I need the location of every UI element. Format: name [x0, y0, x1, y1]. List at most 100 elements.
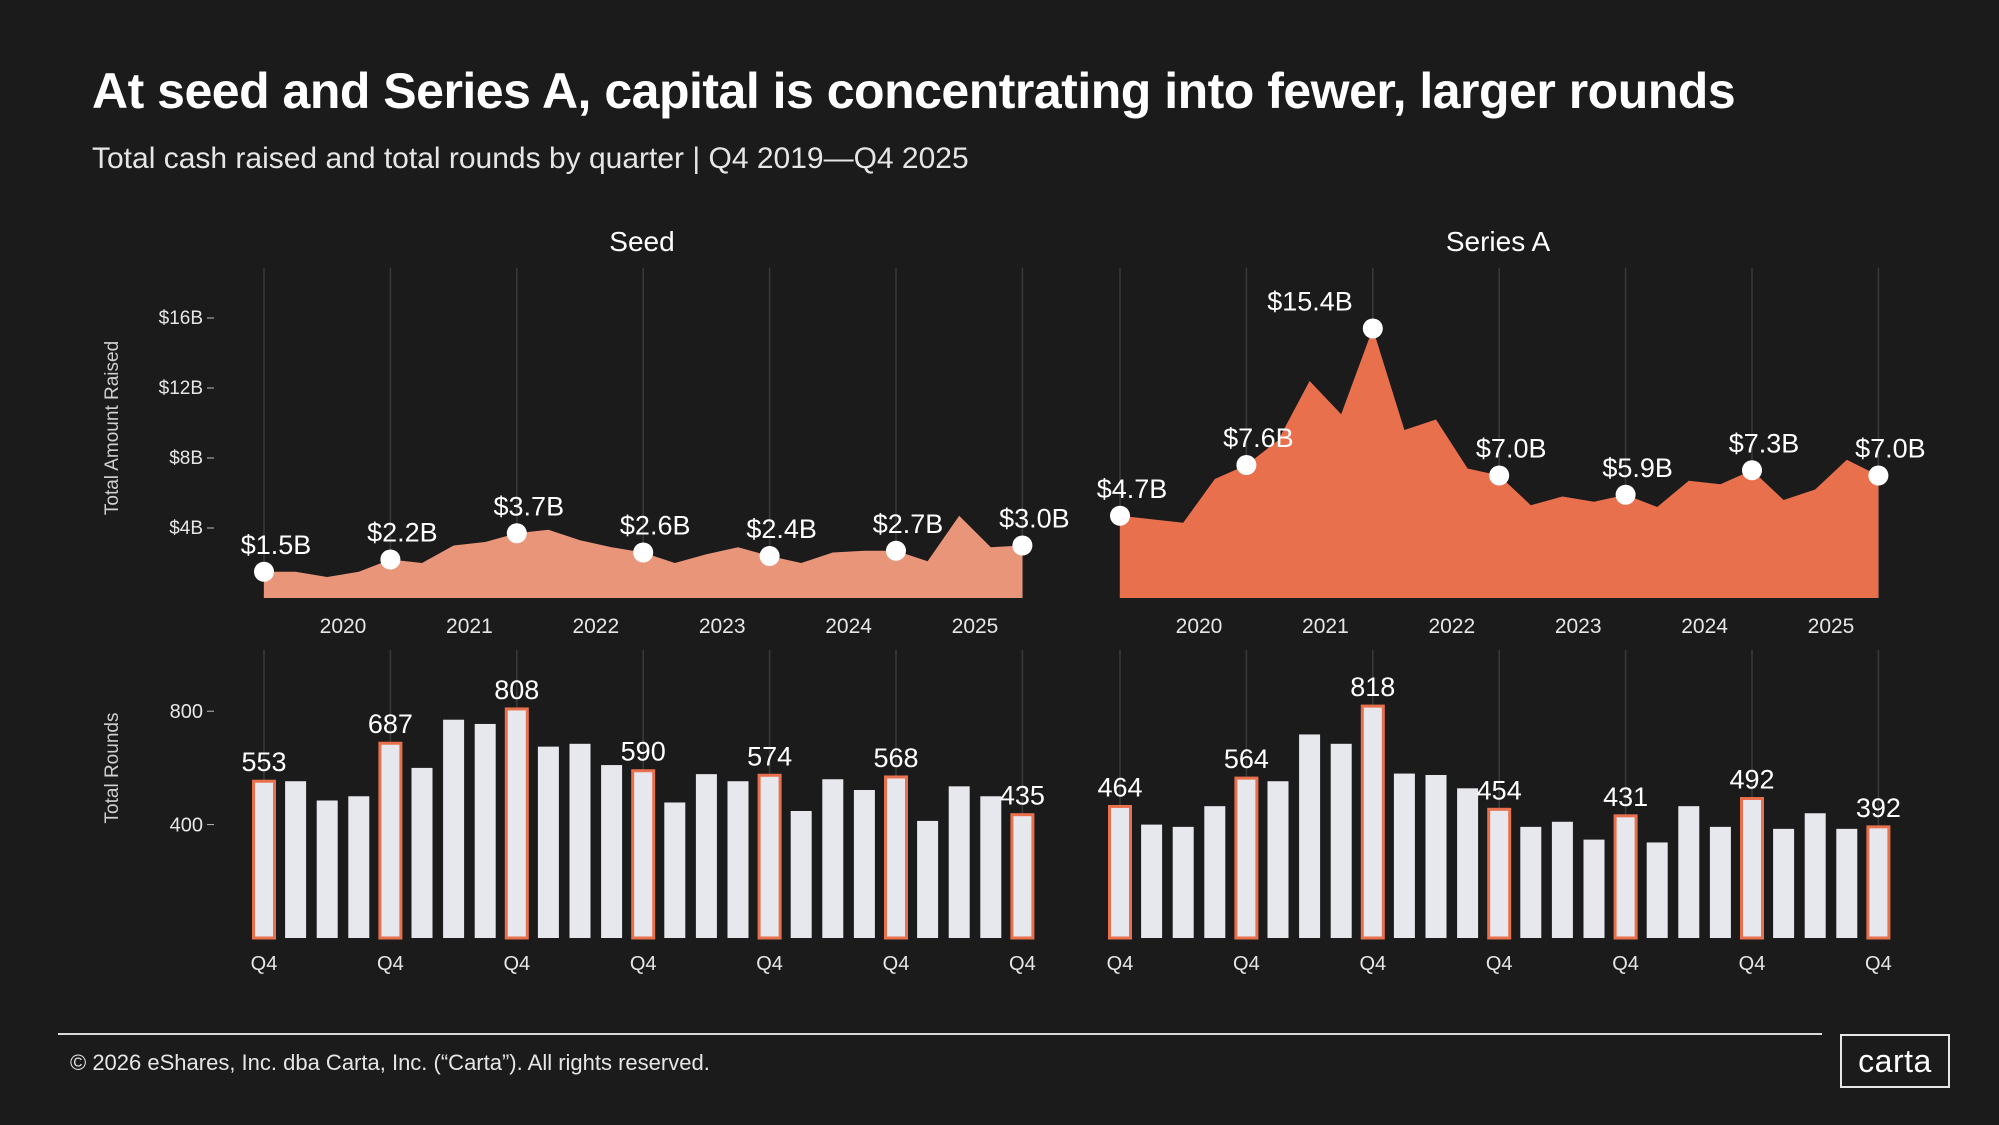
carta-logo: carta: [1840, 1034, 1950, 1088]
data-label: $2.4B: [746, 514, 817, 544]
bar-highlighted: [1010, 813, 1035, 940]
seriesa-panel-title: Series A: [1446, 226, 1551, 257]
data-point-marker: [506, 523, 527, 544]
x-tick-label: Q4: [630, 953, 657, 975]
x-tick-label: 2024: [825, 615, 872, 638]
bar: [1172, 826, 1194, 938]
bar: [474, 723, 496, 938]
bar: [1804, 813, 1826, 938]
y-tick-label: $16B: [159, 308, 203, 329]
x-tick-label: 2020: [1176, 615, 1223, 638]
bar-data-label: 568: [873, 743, 918, 773]
data-label: $2.6B: [620, 511, 691, 541]
bar: [822, 779, 844, 938]
data-point-marker: [254, 561, 274, 582]
bar-data-label: 392: [1856, 793, 1901, 823]
seed-panel-title: Seed: [609, 226, 674, 257]
bar-highlighted: [757, 773, 782, 940]
bar: [1457, 788, 1479, 938]
bar-data-label: 454: [1477, 775, 1522, 805]
data-point-marker: [1615, 484, 1636, 505]
chart-title: At seed and Series A, capital is concent…: [92, 63, 1736, 119]
footer-divider: [58, 1033, 1822, 1035]
data-label: $7.0B: [1855, 434, 1926, 464]
bar-data-label: 464: [1097, 772, 1142, 802]
bar-data-label: 431: [1603, 782, 1648, 812]
data-label: $15.4B: [1267, 287, 1353, 317]
bar: [1267, 781, 1289, 938]
bar-highlighted: [1740, 797, 1764, 940]
bar: [411, 767, 433, 938]
bar: [537, 746, 559, 938]
bar-data-label: 564: [1224, 744, 1269, 774]
bar-highlighted: [1866, 825, 1891, 940]
data-label: $4.7B: [1097, 474, 1168, 504]
y-axis-label-rounds: Total Rounds: [102, 713, 123, 824]
bar: [285, 781, 307, 938]
data-point-marker: [1868, 465, 1889, 486]
data-point-marker: [1489, 465, 1510, 486]
bar-data-label: 687: [368, 709, 413, 739]
data-point-marker: [1742, 460, 1762, 481]
bar-data-label: 808: [494, 675, 539, 705]
bar-data-label: 574: [747, 741, 792, 771]
data-label: $7.0B: [1476, 434, 1547, 464]
x-tick-label: Q4: [1009, 953, 1036, 975]
x-tick-label: 2025: [1808, 615, 1855, 638]
y-tick-label: 400: [170, 815, 203, 837]
x-tick-label: Q4: [377, 953, 404, 975]
bar-highlighted: [884, 775, 908, 940]
bar-data-label: 435: [1000, 781, 1045, 811]
bar: [1330, 743, 1352, 938]
seriesa-area-series: [1120, 328, 1879, 598]
x-tick-label: 2025: [952, 615, 999, 638]
x-tick-label: 2022: [1428, 615, 1475, 638]
y-tick-label: $12B: [159, 378, 203, 399]
bar: [980, 796, 1002, 938]
bar: [853, 790, 875, 938]
data-label: $7.3B: [1729, 428, 1800, 458]
data-label: $2.7B: [873, 509, 944, 539]
bar: [664, 802, 686, 938]
bar: [1204, 806, 1226, 938]
data-label: $3.0B: [999, 504, 1070, 534]
bar-highlighted: [252, 779, 276, 940]
bar-data-label: 553: [241, 747, 286, 777]
chart-subtitle: Total cash raised and total rounds by qu…: [92, 142, 969, 175]
bar: [917, 820, 939, 938]
bar-highlighted: [504, 707, 529, 940]
y-tick-label: $8B: [169, 448, 203, 469]
data-label: $7.6B: [1223, 423, 1294, 453]
bar: [1141, 824, 1163, 938]
bar: [1646, 842, 1668, 938]
x-tick-label: Q4: [503, 953, 530, 975]
bar: [569, 743, 591, 938]
x-tick-label: 2024: [1681, 615, 1728, 638]
bar: [1520, 826, 1542, 938]
bar: [316, 800, 338, 938]
x-tick-label: Q4: [756, 953, 783, 975]
bar: [1393, 773, 1415, 938]
x-tick-label: 2023: [699, 615, 746, 638]
bar: [1678, 806, 1700, 938]
bar-data-label: 590: [621, 737, 666, 767]
bar: [695, 774, 717, 938]
bar-highlighted: [1487, 807, 1512, 940]
bar-highlighted: [1234, 776, 1259, 940]
x-tick-label: 2021: [1302, 615, 1349, 638]
x-tick-label: Q4: [1359, 953, 1386, 975]
bar: [601, 765, 623, 938]
copyright-text: © 2026 eShares, Inc. dba Carta, Inc. (“C…: [70, 1050, 710, 1075]
data-point-marker: [633, 542, 654, 563]
bar-data-label: 818: [1350, 672, 1395, 702]
data-point-marker: [1362, 318, 1383, 339]
bar-highlighted: [378, 741, 403, 940]
y-axis-label-amount: Total Amount Raised: [102, 341, 123, 515]
data-label: $5.9B: [1602, 453, 1673, 483]
bar: [1773, 828, 1795, 938]
bar: [443, 719, 465, 938]
data-point-marker: [380, 549, 401, 570]
data-point-marker: [759, 546, 780, 566]
bar-highlighted: [1360, 704, 1385, 940]
